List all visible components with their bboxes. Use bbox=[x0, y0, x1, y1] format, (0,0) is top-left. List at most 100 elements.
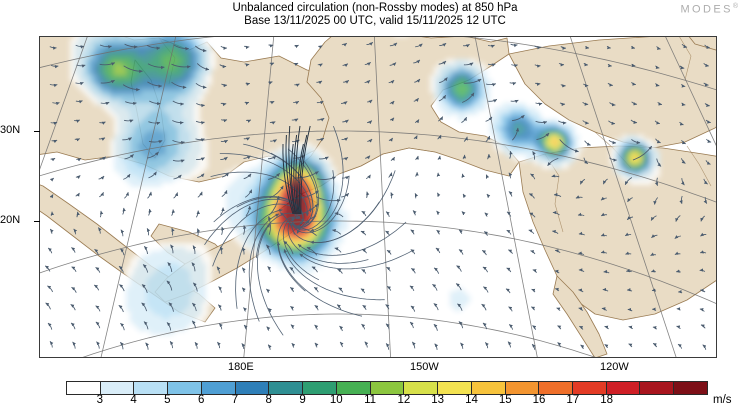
map-panel[interactable] bbox=[39, 36, 717, 358]
wind-arrow bbox=[585, 45, 590, 50]
contour-cell bbox=[134, 39, 140, 45]
contour-cell bbox=[238, 211, 244, 217]
title-line-1: Unbalanced circulation (non-Rossby modes… bbox=[232, 2, 518, 14]
contour-cell bbox=[474, 307, 480, 313]
contour-cell bbox=[154, 63, 160, 69]
streamline bbox=[219, 153, 313, 213]
contour-cell bbox=[334, 223, 340, 229]
contour-cell bbox=[202, 311, 208, 317]
wind-arrow bbox=[51, 139, 58, 144]
wind-arrow bbox=[409, 321, 414, 329]
contour-cell bbox=[238, 195, 244, 201]
contour-cell bbox=[314, 187, 320, 193]
contour-cell bbox=[202, 39, 208, 45]
wind-arrow bbox=[94, 248, 99, 255]
contour-cell bbox=[158, 327, 164, 333]
contour-cell bbox=[334, 183, 340, 189]
wind-arrow bbox=[267, 266, 272, 272]
contour-cell bbox=[466, 303, 472, 309]
wind-arrow bbox=[44, 265, 51, 272]
contour-cell bbox=[522, 139, 528, 145]
contour-cell bbox=[166, 247, 172, 253]
wind-arrow bbox=[656, 46, 661, 50]
wind-arrow bbox=[411, 341, 416, 349]
contour-cell bbox=[274, 167, 280, 173]
contour-cell bbox=[258, 159, 264, 165]
contour-cell bbox=[294, 235, 300, 241]
wind-arrow bbox=[221, 190, 228, 197]
contour-cell bbox=[186, 275, 192, 281]
contour-cell bbox=[94, 71, 100, 77]
contour-cell bbox=[178, 247, 184, 253]
wind-arrow bbox=[463, 136, 468, 142]
contour-cell bbox=[274, 159, 280, 165]
contour-cell bbox=[326, 251, 332, 257]
wind-arrow bbox=[703, 178, 708, 185]
contour-cell bbox=[274, 227, 280, 233]
wind-arrow bbox=[270, 139, 277, 143]
contour-cell bbox=[538, 115, 544, 121]
contour-cell bbox=[182, 143, 188, 149]
contour-cell bbox=[178, 111, 184, 117]
outflow-filament bbox=[293, 134, 298, 215]
contour-cell bbox=[614, 151, 620, 157]
contour-cell bbox=[530, 119, 536, 125]
wind-arrow bbox=[412, 210, 417, 216]
contour-cell bbox=[226, 223, 232, 229]
contour-cell bbox=[530, 115, 536, 121]
contour-cell bbox=[106, 47, 112, 53]
contour-cell bbox=[114, 55, 120, 61]
contour-cell bbox=[446, 307, 452, 313]
contour-cell bbox=[618, 151, 624, 157]
contour-cell bbox=[170, 143, 176, 149]
contour-cell bbox=[298, 259, 304, 265]
contour-cell bbox=[302, 195, 308, 201]
contour-cell bbox=[138, 279, 144, 285]
contour-cell bbox=[318, 187, 324, 193]
contour-cell bbox=[182, 55, 188, 61]
contour-cell bbox=[622, 175, 628, 181]
contour-cell bbox=[486, 95, 492, 101]
contour-cell bbox=[130, 127, 136, 133]
wind-arrow bbox=[389, 42, 398, 47]
contour-cell bbox=[450, 279, 456, 285]
contour-cell bbox=[326, 227, 332, 233]
map-canvas[interactable] bbox=[39, 36, 717, 358]
contour-cell bbox=[318, 191, 324, 197]
cyclone-outflow-spike bbox=[282, 125, 311, 215]
contour-cell bbox=[274, 187, 280, 193]
contour-cell bbox=[250, 167, 256, 173]
contour-cell bbox=[454, 299, 460, 305]
contour-cell bbox=[226, 191, 232, 197]
contour-cell bbox=[226, 219, 232, 225]
contour-cell bbox=[170, 127, 176, 133]
contour-cell bbox=[278, 259, 284, 265]
contour-cell bbox=[234, 203, 240, 209]
contour-cell bbox=[550, 143, 556, 149]
contour-cell bbox=[206, 275, 212, 281]
contour-cell bbox=[138, 107, 144, 113]
contour-cell bbox=[90, 55, 96, 61]
contour-cell bbox=[158, 143, 164, 149]
contour-cell bbox=[478, 67, 484, 73]
contour-cell bbox=[258, 175, 264, 181]
contour-cell bbox=[134, 95, 140, 101]
wind-arrow bbox=[266, 244, 271, 255]
contour-cell bbox=[174, 279, 180, 285]
contour-cell bbox=[270, 179, 276, 185]
contour-cell bbox=[334, 191, 340, 197]
contour-cell bbox=[302, 175, 308, 181]
wind-arrow bbox=[195, 157, 205, 161]
contour-cell bbox=[138, 315, 144, 321]
contour-cell bbox=[450, 315, 456, 321]
contour-cell bbox=[454, 99, 460, 105]
contour-cell bbox=[270, 211, 276, 217]
contour-cell bbox=[186, 159, 192, 165]
contour-cell bbox=[290, 171, 296, 177]
contour-cell bbox=[162, 171, 168, 177]
wind-arrow bbox=[578, 251, 585, 256]
contour-cell bbox=[162, 279, 168, 285]
contour-cell bbox=[46, 299, 52, 305]
contour-cell bbox=[146, 267, 152, 273]
contour-cell bbox=[94, 36, 100, 41]
